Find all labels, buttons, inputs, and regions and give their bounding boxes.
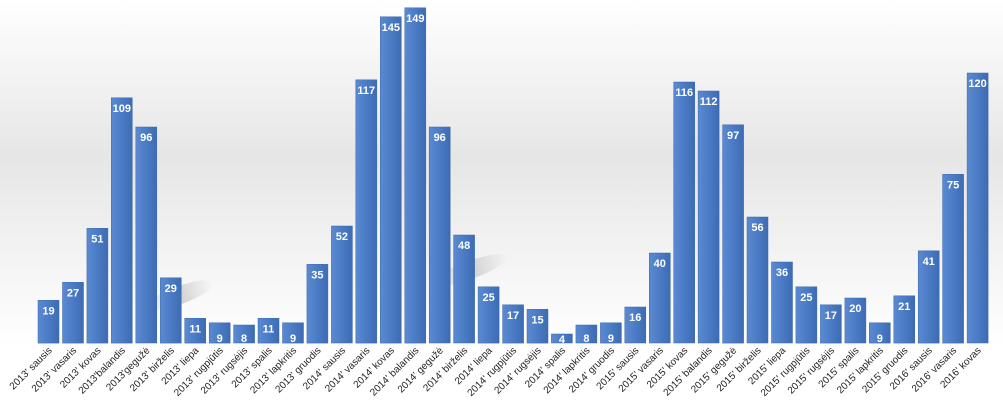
bar-33 [844,297,867,344]
bar-35 [893,295,916,344]
data-label-25: 40 [654,258,666,270]
bar-12 [331,225,353,344]
bar-25 [649,252,671,344]
bar-21 [551,333,573,344]
data-label-15: 149 [406,13,424,25]
data-label-12: 52 [336,231,348,243]
bar-6 [184,318,206,344]
bar-7 [208,322,231,344]
data-label-19: 17 [507,310,519,322]
bar-37 [942,174,964,344]
bar-29 [746,216,769,344]
data-label-36: 41 [923,256,935,268]
bar-26 [673,81,695,344]
data-label-3: 109 [113,103,131,115]
data-label-34: 9 [877,333,883,345]
data-label-0: 19 [42,305,54,317]
data-label-27: 112 [700,96,718,108]
data-label-35: 21 [898,301,910,313]
data-label-21: 4 [559,334,566,346]
data-label-23: 9 [608,333,614,345]
bar-31 [795,286,818,344]
bar-11 [306,264,329,344]
data-label-26: 116 [675,87,693,99]
data-label-7: 9 [217,333,223,345]
bar-23 [600,322,622,344]
data-label-38: 120 [968,78,986,90]
data-label-16: 96 [434,132,446,144]
data-label-10: 9 [290,333,296,345]
bar-38 [966,72,989,344]
bars-group [37,7,989,344]
bar-9 [257,318,280,344]
bar-3 [111,97,133,344]
data-label-31: 25 [800,292,812,304]
bar-15 [404,7,427,344]
bar-16 [428,126,451,344]
bar-27 [697,90,720,344]
data-label-14: 145 [382,22,400,34]
data-label-6: 11 [189,323,201,335]
bar-14 [380,16,402,344]
data-label-33: 20 [849,303,861,315]
data-label-17: 48 [458,240,470,252]
data-label-11: 35 [311,269,323,281]
bar-19 [502,304,524,344]
bar-32 [820,304,842,344]
data-label-1: 27 [67,287,79,299]
bar-13 [355,79,378,344]
bar-4 [135,126,158,344]
data-label-32: 17 [825,310,837,322]
bar-20 [526,309,549,344]
data-label-2: 51 [91,233,103,245]
bar-22 [575,324,598,344]
bar-2 [86,228,109,344]
bar-5 [160,277,182,344]
data-label-13: 117 [357,85,375,97]
bar-0 [37,300,60,344]
data-label-5: 29 [165,283,177,295]
data-label-29: 56 [751,222,763,234]
data-label-8: 8 [241,333,247,345]
data-label-22: 8 [583,333,589,345]
bar-1 [62,282,84,344]
data-label-4: 96 [140,132,152,144]
bar-28 [722,124,744,344]
data-label-30: 36 [776,267,788,279]
bar-8 [233,324,255,344]
bar-30 [771,261,793,344]
data-label-37: 75 [947,179,959,191]
bar-17 [453,234,475,344]
bar-24 [624,306,647,344]
data-label-28: 97 [727,130,739,142]
bar-34 [869,322,891,344]
data-label-9: 11 [263,323,275,335]
bar-10 [282,322,304,344]
data-label-18: 25 [482,292,494,304]
data-label-20: 15 [531,314,543,326]
bar-18 [477,286,500,344]
bar-36 [917,250,940,344]
data-label-24: 16 [629,312,641,324]
